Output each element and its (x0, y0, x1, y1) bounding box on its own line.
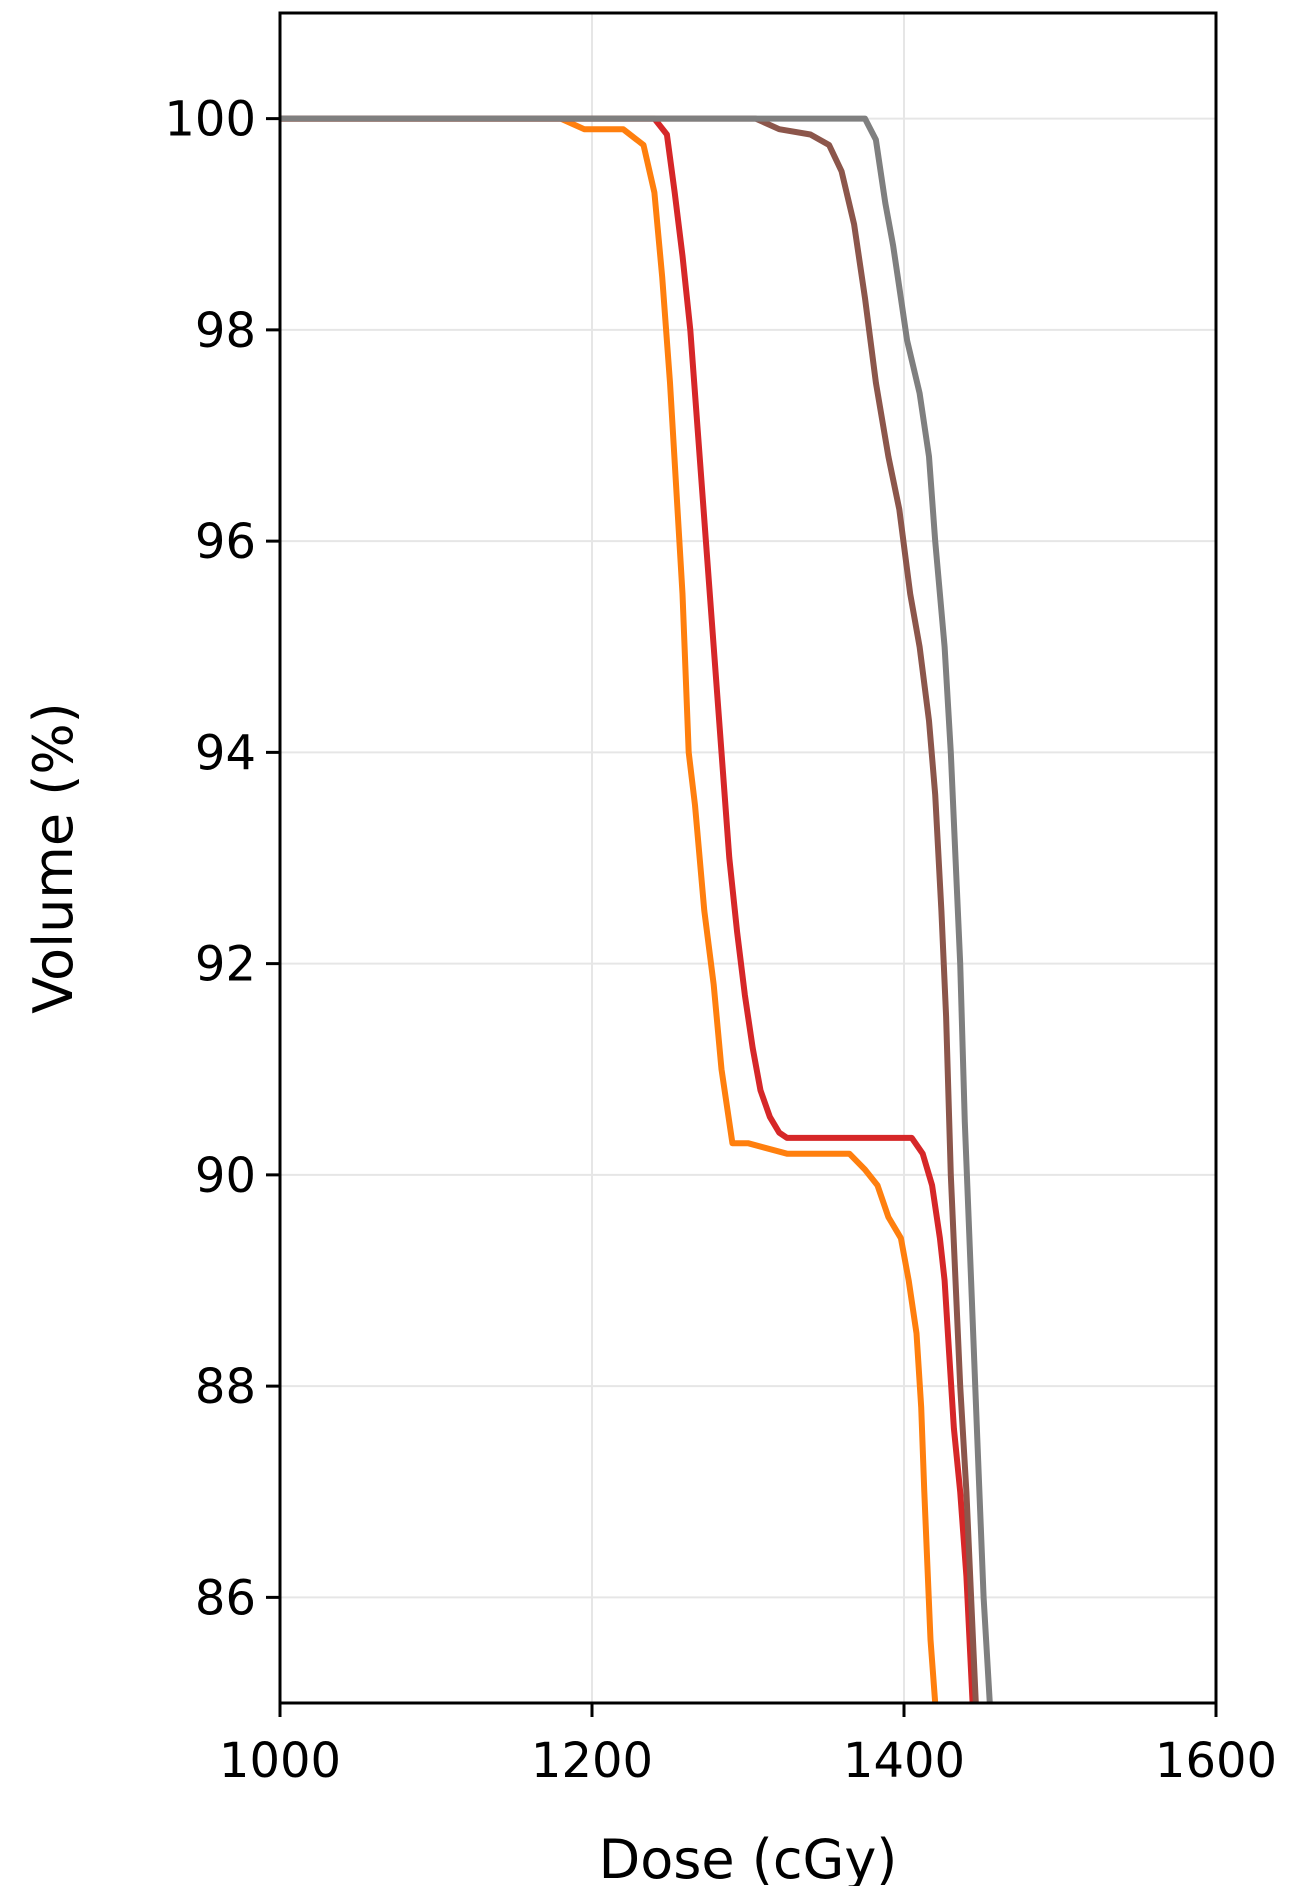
y-tick-label: 96 (195, 514, 256, 570)
x-tick-label: 1200 (531, 1733, 653, 1789)
series-line-4 (280, 115, 993, 1703)
series-lines (280, 115, 993, 1703)
axis-ticks: 1000 1200 1400 1600 86 88 90 92 94 96 98 100 (164, 92, 1277, 1789)
y-tick-label: 94 (195, 725, 256, 781)
series-line-1 (280, 115, 939, 1703)
x-tick-label: 1400 (843, 1733, 965, 1789)
y-tick-label: 100 (164, 92, 256, 148)
series-line-2 (280, 115, 976, 1703)
y-tick-label: 88 (195, 1359, 256, 1415)
grid (279, 13, 1217, 1703)
x-tick-label: 1000 (219, 1733, 341, 1789)
x-axis-label: Dose (cGy) (599, 1828, 898, 1886)
series-line-3 (280, 115, 979, 1703)
y-tick-label: 98 (195, 303, 256, 359)
plot-frame (278, 11, 1218, 1705)
y-tick-label: 92 (195, 937, 256, 993)
y-tick-label: 86 (195, 1570, 256, 1626)
y-tick-label: 90 (195, 1148, 256, 1204)
x-tick-label: 1600 (1155, 1733, 1277, 1789)
y-axis-label: Volume (%) (22, 702, 85, 1013)
